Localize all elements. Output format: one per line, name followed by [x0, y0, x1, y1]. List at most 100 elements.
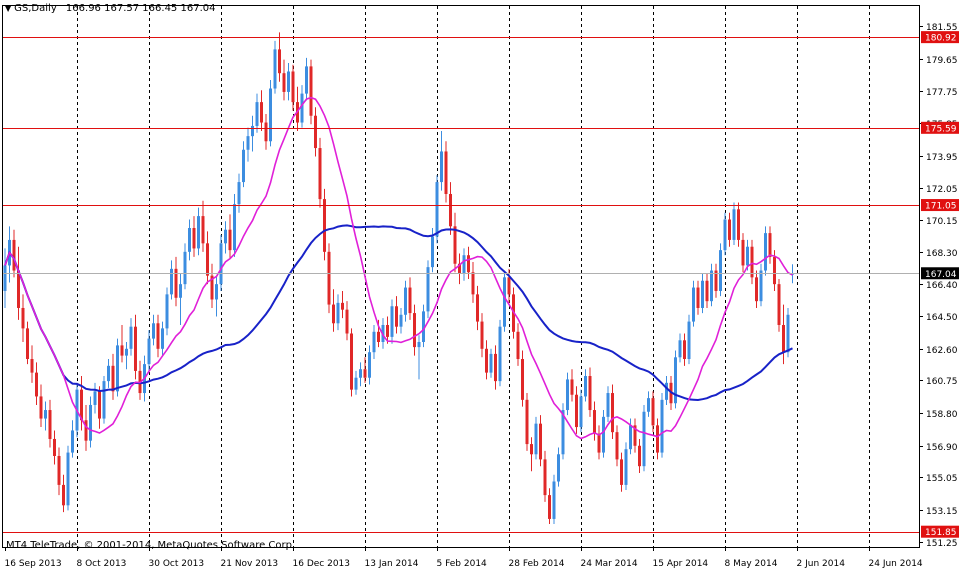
candle-body — [35, 372, 38, 397]
candle-body — [336, 302, 340, 324]
candle-body — [647, 398, 650, 412]
candle-body — [156, 323, 160, 349]
x-tick-label: 21 Nov 2013 — [221, 559, 279, 569]
candle-body — [215, 284, 218, 300]
ohlc-open: 166.96 — [65, 3, 101, 14]
candle-body — [431, 236, 434, 268]
moving-averages — [4, 96, 793, 440]
candle-body — [390, 306, 394, 337]
candle-body — [246, 136, 250, 150]
candle-body — [291, 71, 295, 103]
candle-body — [282, 73, 286, 92]
candle-body — [57, 455, 61, 485]
y-tick-label: 172.05 — [926, 185, 958, 195]
x-tick-label: 15 Apr 2014 — [653, 559, 709, 569]
symbol-header: ▼ GS,Daily 166.96 167.57 166.45 167.04 — [5, 3, 215, 14]
x-tick-label: 13 Jan 2014 — [365, 559, 419, 569]
candle-body — [93, 391, 97, 405]
candle-body — [764, 233, 767, 271]
candle-body — [237, 182, 241, 205]
candle-body — [642, 411, 646, 467]
candle-body — [395, 306, 398, 327]
candle-body — [458, 263, 461, 274]
candle-body — [116, 345, 119, 392]
candle-body — [525, 399, 529, 445]
y-tick-label: 158.80 — [926, 410, 958, 420]
candle-body — [300, 93, 304, 123]
candle-body — [440, 151, 443, 183]
candle-body — [687, 321, 691, 360]
candle-body — [242, 149, 245, 183]
candle-body — [134, 326, 137, 371]
candle-body — [224, 229, 227, 244]
candle-body — [701, 280, 704, 308]
candle-body — [327, 251, 331, 305]
candle-body — [12, 239, 16, 271]
candle-body — [129, 326, 133, 349]
candle-body — [665, 382, 668, 400]
candle-body — [98, 391, 101, 419]
candle-body — [201, 216, 205, 244]
candle-body — [228, 229, 232, 251]
candle-body — [422, 311, 425, 342]
candle-body — [471, 272, 475, 295]
candle-body — [683, 340, 686, 360]
candle-body — [255, 102, 259, 126]
ohlc-close: 167.04 — [180, 3, 216, 14]
candle-body — [485, 348, 488, 373]
candle-body — [620, 459, 623, 485]
candle-body — [737, 209, 740, 240]
candle-body — [503, 277, 506, 327]
candle-body — [786, 314, 790, 353]
candle-body — [147, 338, 151, 365]
current-price-tag-label: 167.04 — [925, 270, 957, 280]
candle-body — [615, 432, 619, 460]
candle-body — [494, 353, 497, 382]
candle-body — [732, 209, 736, 240]
dropdown-triangle-icon[interactable]: ▼ — [5, 4, 12, 13]
x-tick-label: 8 Oct 2013 — [77, 559, 127, 569]
candle-body — [741, 239, 745, 266]
candle-body — [705, 280, 709, 302]
candle-body — [363, 369, 367, 378]
candle-body — [651, 398, 655, 426]
x-tick-label: 16 Dec 2013 — [293, 559, 351, 569]
candle-body — [575, 394, 578, 428]
candle-body — [251, 125, 254, 137]
candle-body — [62, 484, 65, 506]
candle-body — [417, 341, 421, 348]
candle-body — [273, 49, 277, 89]
candle-body — [120, 345, 124, 356]
candle-body — [152, 323, 155, 339]
time-axis: 16 Sep 2013 8 Oct 2013 30 Oct 2013 21 Nov 2… — [5, 547, 923, 569]
level-tag-bg — [921, 199, 959, 212]
y-tick-label: 155.05 — [926, 474, 958, 484]
candle-body — [710, 270, 713, 302]
candle-body — [287, 71, 290, 92]
x-tick-label: 8 May 2014 — [725, 559, 778, 569]
candle-body — [633, 425, 637, 446]
candle-body — [435, 182, 439, 237]
candle-body — [53, 438, 56, 456]
candle-body — [714, 270, 718, 291]
candle-body — [782, 324, 785, 353]
candle-body — [543, 459, 547, 496]
y-tick-label: 166.40 — [926, 281, 958, 291]
level-tag-label: 180.92 — [925, 34, 957, 44]
candle-body — [584, 376, 587, 397]
candle-body — [476, 294, 479, 322]
x-tick-label: 16 Sep 2013 — [5, 559, 62, 569]
candle-body — [656, 425, 659, 453]
candle-body — [521, 359, 524, 400]
level-tag-label: 151.85 — [925, 528, 957, 538]
candle-body — [368, 352, 371, 378]
candle-body — [102, 381, 106, 419]
level-tag-label: 175.59 — [925, 124, 957, 134]
candle-body — [557, 454, 560, 482]
candle-body — [39, 396, 43, 419]
y-tick-label: 173.95 — [926, 153, 958, 163]
ohlc-low: 166.45 — [142, 3, 178, 14]
candle-body — [165, 294, 169, 329]
candle-body — [773, 256, 776, 285]
